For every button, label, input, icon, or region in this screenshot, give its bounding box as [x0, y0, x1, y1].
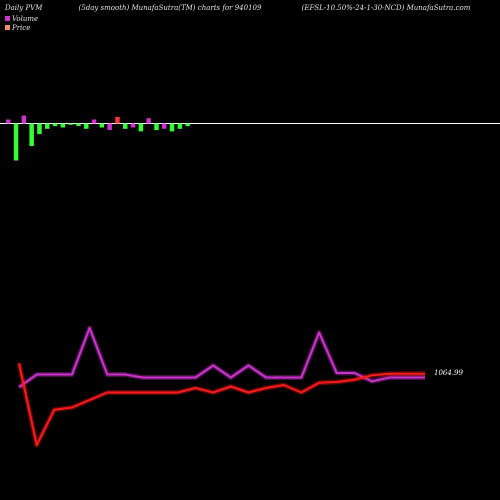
volume-bar: [99, 123, 105, 128]
header-right-title: (EFSL-10.50%-24-1-30-NCD) MunafaSutra.co…: [302, 4, 471, 12]
volume-bar: [169, 123, 175, 132]
volume-bar: [29, 123, 34, 146]
volume-bar: [6, 119, 11, 124]
volume-bar: [115, 116, 120, 124]
legend-price-swatch: [5, 25, 10, 30]
price-readout-label: 1064.99: [434, 369, 463, 377]
volume-bar: [52, 123, 58, 127]
volume-bar: [76, 123, 81, 127]
volume-bar: [45, 123, 50, 129]
volume-bar: [162, 123, 167, 129]
volume-bar: [13, 123, 19, 161]
volume-bar: [138, 123, 144, 132]
volume-bar: [37, 123, 42, 135]
volume-bar: [130, 123, 136, 128]
price-lines: [16, 325, 425, 448]
pvm-line: [18, 327, 425, 389]
price-line: [18, 362, 425, 446]
header-center-title: (5day smooth) MunafaSutra(TM) charts for…: [79, 4, 262, 12]
volume-bar: [91, 119, 97, 124]
legend-price-label: Price: [11, 24, 30, 32]
legend-volume-swatch: [5, 16, 10, 21]
volume-bar: [123, 123, 128, 129]
volume-bar: [154, 123, 159, 131]
volume-bar: [84, 123, 89, 129]
volume-bar: [21, 115, 27, 124]
volume-bar: [146, 118, 151, 124]
volume-bar: [185, 123, 190, 127]
header-left-title: Daily PVM: [4, 4, 43, 12]
volume-bars: [6, 115, 190, 161]
volume-bar: [107, 123, 112, 131]
legend-volume-label: Volume: [12, 15, 38, 23]
volume-bar: [60, 123, 66, 128]
volume-bar: [68, 123, 73, 125]
volume-bar: [177, 123, 183, 129]
